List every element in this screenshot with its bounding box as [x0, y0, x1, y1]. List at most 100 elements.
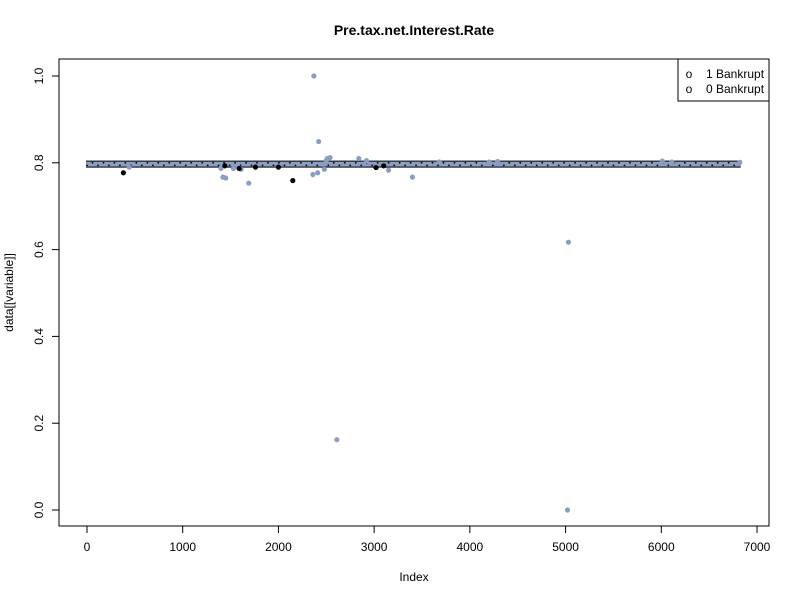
band-speck — [513, 164, 516, 167]
band-speck — [343, 161, 346, 164]
x-tick-label: 4000 — [457, 540, 484, 554]
band-speck — [140, 164, 143, 167]
point-non-bankrupt — [310, 171, 316, 178]
band-speck — [190, 161, 193, 164]
band-speck — [108, 164, 110, 167]
band-speck — [245, 161, 247, 164]
point-non-bankrupt — [246, 180, 252, 186]
band-speck — [711, 164, 714, 167]
band-speck — [371, 164, 374, 167]
band-speck — [590, 164, 593, 167]
band-speck — [530, 161, 533, 164]
band-speck — [102, 161, 105, 164]
band-speck — [354, 161, 357, 164]
band-speck — [409, 161, 412, 164]
legend-symbol: o — [686, 67, 693, 81]
band-speck — [415, 164, 417, 167]
band-speck — [678, 164, 681, 167]
point-non-bankrupt — [409, 174, 416, 180]
y-axis: 0.0 0.2 0.4 0.6 0.8 1.0 — [32, 67, 60, 518]
y-tick-label: 0.0 — [32, 501, 46, 518]
band-speck — [546, 164, 549, 167]
point-bankrupt — [252, 164, 259, 170]
point-non-bankrupt — [334, 437, 340, 443]
band-speck — [250, 164, 253, 167]
band-speck — [217, 164, 220, 167]
legend-symbol: o — [686, 82, 693, 96]
band-speck — [173, 164, 176, 167]
band-speck — [557, 164, 560, 167]
band-speck — [278, 161, 280, 164]
legend: o 1 Bankrupt o 0 Bankrupt — [677, 58, 770, 102]
band-speck — [91, 161, 94, 164]
point-non-bankrupt — [315, 170, 321, 176]
band-speck — [338, 164, 341, 167]
band-speck — [151, 164, 154, 167]
band-speck — [261, 164, 264, 167]
band-speck — [146, 161, 149, 164]
plot-frame — [58, 58, 770, 527]
point-bankrupt — [236, 165, 242, 172]
point-non-bankrupt — [565, 239, 572, 245]
band-speck — [86, 164, 88, 167]
x-tick-label: 6000 — [648, 540, 675, 554]
band-speck — [201, 161, 204, 164]
band-speck — [645, 164, 648, 167]
band-speck — [179, 161, 182, 164]
point-bankrupt — [381, 163, 387, 169]
band-speck — [223, 161, 226, 164]
point-non-bankrupt — [321, 166, 327, 172]
point-non-bankrupt — [659, 158, 665, 164]
band-speck — [420, 161, 423, 164]
band-speck — [283, 164, 286, 167]
band-speck — [376, 161, 379, 164]
y-tick-label: 1.0 — [32, 67, 46, 84]
band-speck — [442, 161, 445, 164]
band-speck — [568, 164, 571, 167]
band-speck — [195, 164, 198, 167]
point-non-bankrupt — [669, 159, 675, 165]
point-non-bankrupt — [564, 507, 571, 513]
x-tick-label: 1000 — [169, 540, 196, 554]
band-speck — [157, 161, 160, 164]
x-axis: 0 1000 2000 3000 4000 5000 6000 7000 — [84, 525, 771, 554]
y-axis-label: data[[variable]] — [2, 253, 16, 332]
band-speck — [310, 161, 313, 164]
band-speck — [289, 161, 291, 164]
band-speck — [294, 164, 297, 167]
legend-entry: 0 Bankrupt — [706, 82, 765, 96]
band-speck — [579, 164, 582, 167]
band-speck — [552, 161, 555, 164]
band-speck — [393, 164, 396, 167]
band-speck — [508, 161, 511, 164]
legend-box — [677, 58, 770, 102]
point-non-bankrupt — [223, 175, 229, 181]
band-speck — [535, 164, 538, 167]
band-speck — [316, 164, 319, 167]
band-speck — [470, 164, 472, 167]
band-speck — [519, 161, 522, 164]
band-speck — [727, 161, 730, 164]
band-speck — [618, 161, 620, 164]
band-speck — [426, 164, 428, 167]
band-speck — [459, 164, 461, 167]
band-speck — [502, 164, 505, 167]
band-speck — [437, 164, 439, 167]
band-speck — [574, 161, 577, 164]
point-non-bankrupt — [363, 158, 370, 164]
band-speck — [448, 164, 450, 167]
point-non-bankrupt — [218, 165, 224, 172]
band-speck — [524, 164, 527, 167]
band-speck — [656, 164, 659, 167]
band-speck — [212, 161, 215, 164]
point-non-bankrupt — [126, 164, 132, 170]
band-speck — [267, 161, 269, 164]
band-speck — [453, 161, 456, 164]
band-speck — [667, 164, 670, 167]
band-speck — [256, 161, 258, 164]
band-speck — [700, 164, 703, 167]
point-non-bankrupt — [316, 138, 322, 145]
point-non-bankrupt — [319, 161, 326, 167]
band-speck — [689, 164, 692, 167]
